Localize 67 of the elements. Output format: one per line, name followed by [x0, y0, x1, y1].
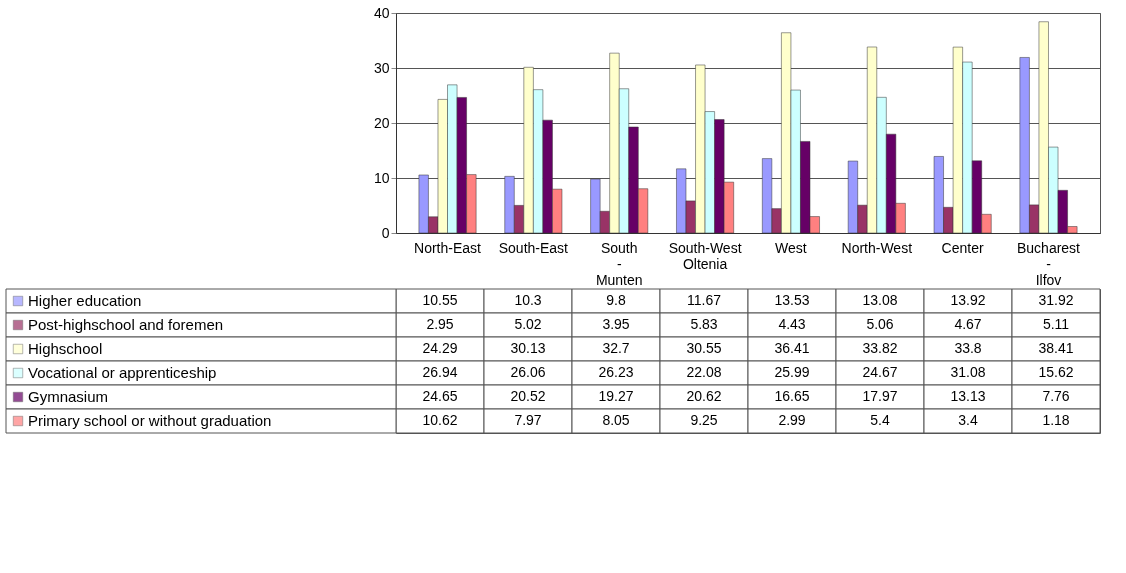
data-label: 4.67	[954, 316, 982, 332]
data-label: 24.65	[422, 388, 458, 404]
data-label: 13.92	[950, 292, 986, 308]
data-label: 30.13	[510, 340, 546, 356]
y-tick-label: 0	[381, 224, 390, 241]
x-tick-label: South-West Oltenia	[668, 239, 742, 272]
data-label: 33.8	[954, 340, 982, 356]
data-label: 9.8	[606, 292, 626, 308]
data-label: 7.76	[1042, 388, 1070, 404]
data-label: 5.06	[866, 316, 894, 332]
data-label: 11.67	[687, 292, 722, 308]
data-label: 9.25	[690, 412, 718, 428]
legend-label: Vocational or apprenticeship	[28, 364, 217, 381]
data-label: 25.99	[774, 364, 810, 380]
x-tick-label: North-West	[841, 239, 913, 256]
data-label: 20.52	[510, 388, 546, 404]
x-tick-label: Bucharest - Ilfov	[1016, 239, 1081, 288]
data-label: 33.82	[862, 340, 898, 356]
data-label: 17.97	[862, 388, 898, 404]
data-label: 13.08	[862, 292, 898, 308]
legend-label: Gymnasium	[28, 388, 109, 405]
data-label: 13.13	[950, 388, 986, 404]
data-label: 10.62	[422, 412, 458, 428]
data-label: 15.62	[1038, 364, 1074, 380]
data-label: 4.43	[778, 316, 806, 332]
x-tick-label: South-East	[498, 239, 569, 256]
data-label: 5.83	[690, 316, 718, 332]
data-label: 13.53	[774, 292, 810, 308]
legend-label: Post-highschool and foremen	[28, 316, 224, 333]
data-label: 24.29	[422, 340, 458, 356]
data-label: 20.62	[686, 388, 722, 404]
data-label: 8.05	[602, 412, 630, 428]
x-tick-label: Center	[941, 239, 984, 256]
data-label: 2.95	[426, 316, 454, 332]
x-tick-label: West	[775, 239, 807, 256]
data-label: 10.55	[422, 292, 458, 308]
y-tick-label: 30	[373, 59, 390, 76]
data-label: 31.92	[1038, 292, 1074, 308]
data-label: 22.08	[686, 364, 722, 380]
legend-label: Primary school or without graduation	[28, 412, 272, 429]
legend-label: Higher education	[28, 292, 142, 309]
data-label: 38.41	[1038, 340, 1074, 356]
y-tick-label: 40	[373, 4, 390, 21]
data-label: 5.4	[870, 412, 890, 428]
data-label: 5.02	[514, 316, 542, 332]
y-tick-label: 10	[373, 169, 390, 186]
legend-label: Highschool	[28, 340, 103, 357]
data-label: 32.7	[602, 340, 630, 356]
data-label: 3.95	[602, 316, 630, 332]
data-label: 26.23	[598, 364, 634, 380]
data-label: 10.3	[514, 292, 542, 308]
data-label: 31.08	[950, 364, 986, 380]
data-label: 3.4	[958, 412, 978, 428]
data-label: 1.18	[1042, 412, 1070, 428]
y-tick-label: 20	[373, 114, 390, 131]
data-label: 7.97	[514, 412, 542, 428]
data-label: 30.55	[686, 340, 722, 356]
data-label: 5.11	[1042, 316, 1070, 332]
data-label: 26.06	[510, 364, 546, 380]
data-label: 16.65	[774, 388, 810, 404]
x-tick-label: North-East	[414, 239, 482, 256]
data-label: 36.41	[774, 340, 810, 356]
x-tick-label: South - Munten	[595, 239, 643, 288]
data-label: 2.99	[778, 412, 806, 428]
data-label: 26.94	[422, 364, 458, 380]
data-label: 24.67	[862, 364, 898, 380]
data-label: 19.27	[598, 388, 634, 404]
